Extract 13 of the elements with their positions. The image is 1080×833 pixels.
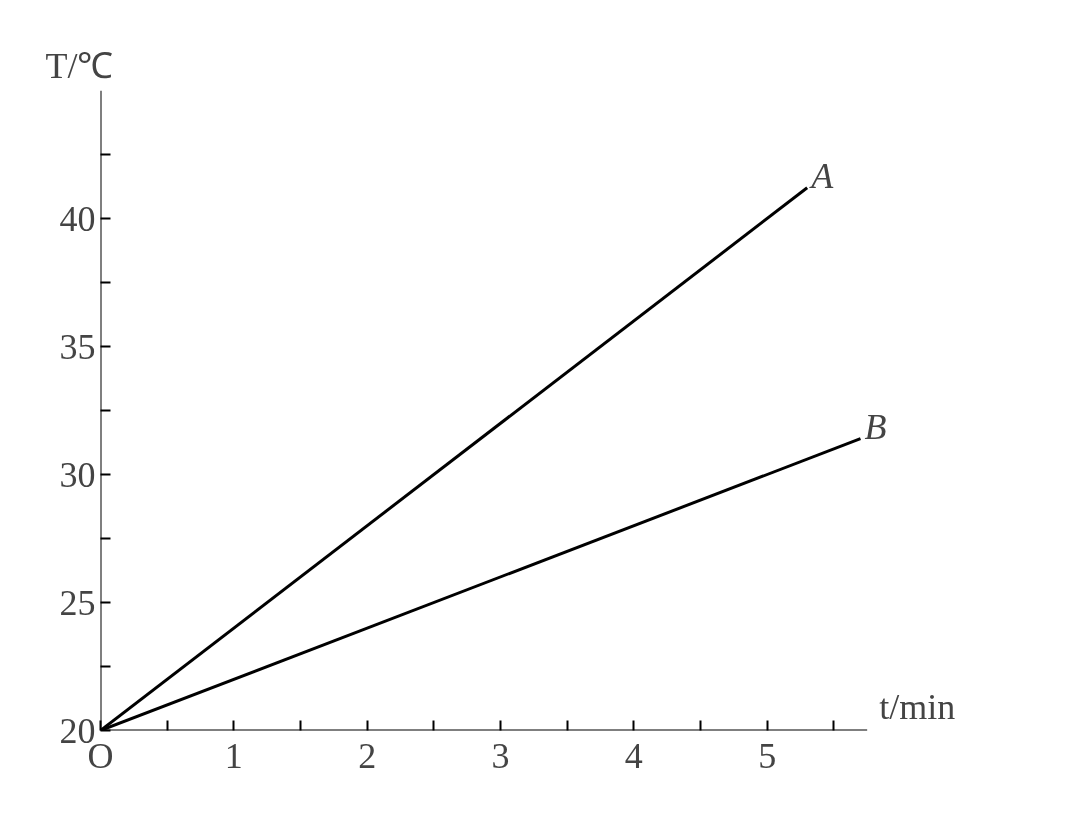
x-tick-label: 4 [624,735,643,776]
series-label: B [864,406,887,447]
x-axis-title: t/min [879,686,956,727]
x-tick-label: 2 [358,735,377,776]
y-tick-label: 40 [59,198,96,239]
y-tick-label: 25 [59,582,96,623]
y-axis-title: T/℃ [45,45,114,86]
x-tick-label: 1 [224,735,243,776]
x-tick-label: 5 [758,735,777,776]
x-tick-label: 3 [491,735,510,776]
y-tick-label: 30 [59,454,96,495]
series-label: A [809,155,835,196]
y-tick-label: 35 [59,326,96,367]
